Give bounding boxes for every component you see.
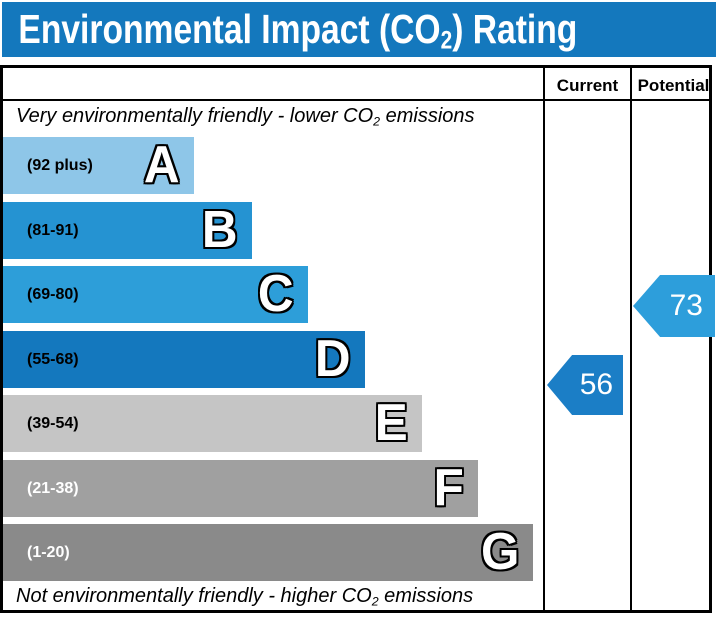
rating-chart: Current Potential Very environmentally f… [0, 65, 715, 613]
band-letter: D [315, 330, 351, 388]
band-range-label: (69-80) [27, 285, 79, 303]
band-range-label: (81-91) [27, 221, 79, 239]
band-row-B: (81-91) B [3, 202, 252, 259]
top-note: Very environmentally friendly - lower CO… [16, 105, 475, 128]
band-letter: G [480, 523, 519, 581]
band-row-F: (21-38) F [3, 460, 478, 517]
top-note-subscript: 2 [373, 114, 381, 129]
page-title: Environmental Impact (CO2) Rating [2, 6, 578, 55]
band-range-label: (39-54) [27, 414, 79, 432]
band-letter: F [433, 459, 464, 517]
band-row-G: (1-20) G [3, 524, 533, 581]
potential-column-header: Potential [637, 76, 710, 95]
band-row-A: (92 plus) A [3, 137, 194, 194]
potential-rating-value: 73 [669, 289, 703, 322]
band-range-label: (55-68) [27, 350, 79, 368]
bottom-note-text-end: emissions [378, 585, 474, 607]
top-note-text: Very environmentally friendly - lower CO [16, 105, 374, 127]
band-letter: E [375, 394, 408, 452]
current-rating-value: 56 [579, 368, 614, 401]
potential-rating-marker: 73 [633, 275, 715, 337]
top-note-text-end: emissions [380, 105, 475, 127]
band-letter: A [144, 136, 180, 194]
page-title-subscript: 2 [440, 26, 453, 55]
current-column-header: Current [556, 76, 619, 95]
bottom-note-subscript: 2 [371, 594, 379, 609]
bottom-note-text: Not environmentally friendly - higher CO [16, 585, 372, 607]
band-letter: C [258, 265, 294, 323]
column-header-row [3, 68, 709, 101]
column-divider-current [543, 68, 545, 610]
page-title-text-end: ) Rating [452, 6, 578, 52]
band-range-label: (92 plus) [27, 156, 93, 174]
page-title-text: Environmental Impact (CO [18, 6, 441, 52]
band-row-E: (39-54) E [3, 395, 422, 452]
title-bar: Environmental Impact (CO2) Rating [2, 2, 716, 57]
band-row-C: (69-80) C [3, 266, 308, 323]
band-range-label: (21-38) [27, 479, 79, 497]
bottom-note: Not environmentally friendly - higher CO… [16, 585, 473, 608]
current-rating-marker: 56 [547, 355, 623, 415]
column-divider-potential [630, 68, 632, 610]
band-range-label: (1-20) [27, 543, 70, 561]
band-row-D: (55-68) D [3, 331, 365, 388]
band-letter: B [202, 201, 238, 259]
